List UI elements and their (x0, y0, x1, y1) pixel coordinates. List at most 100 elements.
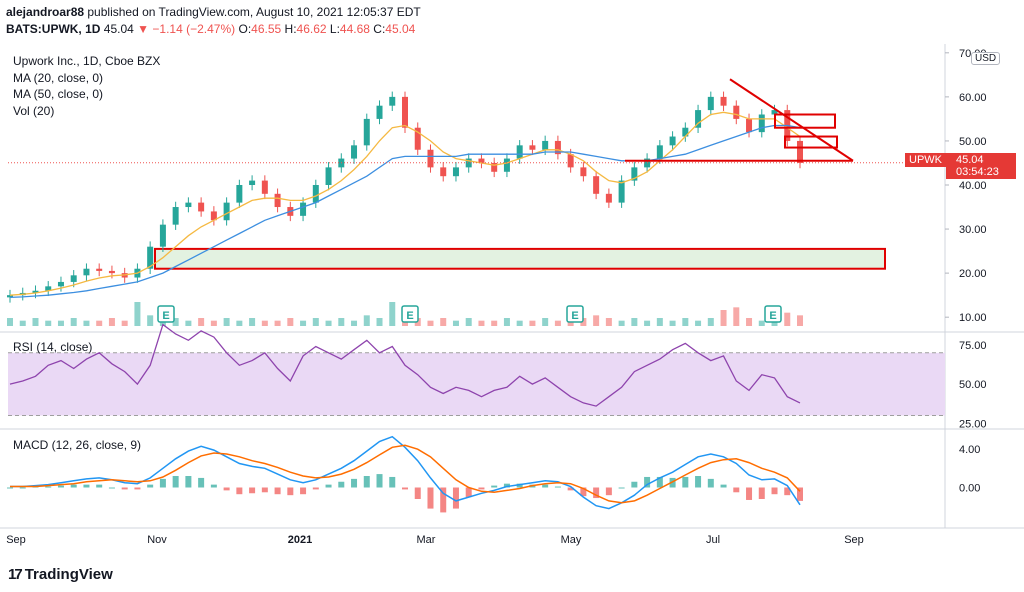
macd-histogram-bar (300, 487, 307, 495)
macd-histogram-bar (261, 487, 268, 493)
macd-histogram-bar (172, 476, 179, 488)
author[interactable]: alejandroar88 (6, 5, 85, 19)
candle-body (567, 154, 574, 168)
symbol[interactable]: BATS:UPWK, 1D (6, 22, 101, 36)
macd-histogram-bar (707, 478, 714, 488)
macd-histogram-bar (452, 487, 459, 509)
volume-bar (108, 318, 115, 326)
candle-body (172, 207, 179, 225)
price-tick-label: 40.00 (959, 180, 987, 192)
candle-body (7, 295, 13, 298)
currency-label[interactable]: USD (971, 52, 1001, 65)
volume-bar (389, 302, 396, 326)
time-tick-label: Mar (417, 534, 436, 546)
macd-histogram-bar (580, 487, 587, 497)
volume-bar (57, 320, 64, 326)
publish-info: published on TradingView.com, August 10,… (84, 5, 421, 19)
candle-body (478, 158, 485, 163)
candle-body (57, 281, 64, 287)
volume-bar (784, 312, 791, 326)
macd-histogram-bar (249, 487, 256, 494)
macd-histogram-bar (644, 476, 651, 488)
macd-histogram-bar (478, 487, 485, 490)
rsi-legend[interactable]: RSI (14, close) (13, 340, 93, 354)
macd-histogram-bar (720, 484, 727, 488)
macd-histogram-bar (758, 487, 765, 499)
macd-histogram-bar (746, 487, 753, 500)
volume-bar (96, 320, 103, 326)
macd-histogram-bar (797, 487, 803, 501)
earnings-marker-label: E (162, 310, 169, 322)
bar-countdown: 03:54:23 (956, 166, 999, 178)
candle-body (274, 193, 281, 208)
candle-body (325, 167, 332, 185)
candle-body (758, 114, 765, 133)
earnings-marker-label: E (769, 310, 776, 322)
candle-body (529, 145, 536, 150)
ma20-legend[interactable]: MA (20, close, 0) (13, 71, 104, 85)
macd-histogram-bar (338, 481, 345, 488)
volume-bar (249, 318, 256, 326)
macd-histogram-bar (236, 487, 243, 495)
candle-body (440, 167, 447, 177)
volume-bar (261, 320, 268, 326)
chart-title[interactable]: Upwork Inc., 1D, Cboe BZX (13, 54, 161, 68)
macd-histogram-bar (567, 487, 574, 491)
tradingview-logo[interactable]: 17 TradingView (8, 566, 113, 583)
earnings-marker-label: E (571, 310, 578, 322)
candle-body (580, 167, 587, 177)
ma50-legend[interactable]: MA (50, close, 0) (13, 87, 104, 101)
vol-legend[interactable]: Vol (20) (13, 104, 55, 118)
volume-bar (287, 318, 294, 326)
macd-histogram-bar (147, 484, 154, 488)
candle-body (593, 176, 600, 194)
candle-body (96, 268, 103, 271)
macd-histogram-bar (121, 487, 128, 490)
candle-body (797, 140, 803, 163)
candle-body (236, 185, 243, 203)
candle-body (261, 180, 268, 194)
candle-body (389, 96, 396, 106)
logo-text: TradingView (24, 566, 113, 583)
price-tick-label: 20.00 (959, 268, 987, 280)
volume-bar (325, 320, 332, 326)
macd-histogram-bar (389, 476, 396, 488)
volume-bar (478, 320, 485, 326)
macd-histogram-bar (414, 487, 421, 499)
volume-bar (746, 318, 753, 326)
volume-bar (32, 318, 39, 326)
rsi-band (8, 352, 945, 416)
price-tick-label: 30.00 (959, 224, 987, 236)
macd-legend[interactable]: MACD (12, 26, close, 9) (13, 438, 142, 452)
macd-histogram-bar (542, 484, 549, 488)
candle-body (351, 145, 358, 159)
candle-body (516, 145, 523, 159)
macd-histogram-bar (351, 478, 358, 488)
candle-body (733, 105, 740, 119)
macd-histogram-bar (605, 487, 612, 496)
rsi-tick-label: 75.00 (959, 340, 987, 352)
candle-body (402, 96, 408, 128)
close-label: C: (373, 22, 386, 36)
macd-histogram-bar (198, 477, 205, 488)
earnings-marker (764, 305, 782, 323)
candle-body (147, 246, 154, 269)
macd-histogram-bar (440, 487, 447, 513)
time-tick-label: Nov (147, 534, 167, 546)
candle-body (427, 149, 434, 168)
close-value: 45.04 (385, 22, 416, 36)
volume-bar (465, 318, 472, 326)
volume-bar (185, 320, 192, 326)
volume-bar (427, 320, 434, 326)
volume-bar (797, 315, 803, 326)
candle-body (159, 224, 166, 247)
candle-body (32, 290, 39, 293)
volume-bar (312, 318, 319, 326)
volume-bar (338, 318, 345, 326)
signal-line (10, 444, 801, 504)
volume-bar (223, 318, 230, 326)
ma20-line (9, 111, 801, 296)
ma50-line (9, 124, 801, 299)
price-tick-label: 50.00 (959, 136, 987, 148)
